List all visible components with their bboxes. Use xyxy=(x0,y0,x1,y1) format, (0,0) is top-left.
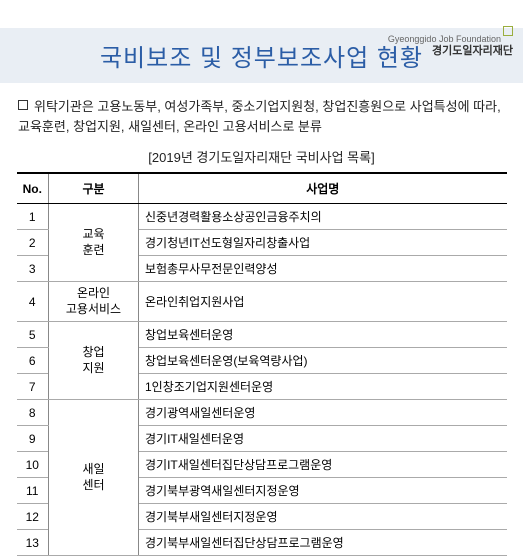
cell-no: 2 xyxy=(17,230,49,256)
logo-text-en: Gyeonggido Job Foundation xyxy=(388,34,501,44)
table-row: 4온라인고용서비스온라인취업지원사업 xyxy=(17,282,507,322)
col-header-no: No. xyxy=(17,173,49,204)
table-caption: [2019년 경기도일자리재단 국비사업 목록] xyxy=(0,147,523,166)
description-block: 위탁기관은 고용노동부, 여성가족부, 중소기업지원청, 창업진흥원으로 사업특… xyxy=(0,83,523,143)
cell-project-name: 보험총무사무전문인력양성 xyxy=(139,256,507,282)
cell-no: 8 xyxy=(17,400,49,426)
cell-no: 4 xyxy=(17,282,49,322)
cell-project-name: 경기IT새일센터집단상담프로그램운영 xyxy=(139,452,507,478)
cell-no: 9 xyxy=(17,426,49,452)
cell-project-name: 1인창조기업지원센터운영 xyxy=(139,374,507,400)
cell-category: 창업지원 xyxy=(49,322,139,400)
description-text: 위탁기관은 고용노동부, 여성가족부, 중소기업지원청, 창업진흥원으로 사업특… xyxy=(18,99,501,134)
cell-project-name: 경기북부광역새일센터지정운영 xyxy=(139,478,507,504)
logo-text-ko: 경기도일자리재단 xyxy=(432,45,513,57)
org-logo: Gyeonggido Job Foundation 경기도일자리재단 xyxy=(388,32,513,57)
cell-project-name: 경기청년IT선도형일자리창출사업 xyxy=(139,230,507,256)
cell-project-name: 온라인취업지원사업 xyxy=(139,282,507,322)
cell-category: 새일센터 xyxy=(49,400,139,556)
cell-no: 1 xyxy=(17,204,49,230)
cell-no: 11 xyxy=(17,478,49,504)
cell-project-name: 경기IT새일센터운영 xyxy=(139,426,507,452)
table-row: 8새일센터경기광역새일센터운영 xyxy=(17,400,507,426)
cell-category: 온라인고용서비스 xyxy=(49,282,139,322)
cell-no: 13 xyxy=(17,530,49,556)
table-header-row: No. 구분 사업명 xyxy=(17,173,507,204)
cell-project-name: 경기북부새일센터집단상담프로그램운영 xyxy=(139,530,507,556)
table-row: 1교육훈련신중년경력활용소상공인금융주치의 xyxy=(17,204,507,230)
cell-project-name: 경기광역새일센터운영 xyxy=(139,400,507,426)
col-header-category: 구분 xyxy=(49,173,139,204)
logo-mark-icon xyxy=(503,26,513,36)
projects-table: No. 구분 사업명 1교육훈련신중년경력활용소상공인금융주치의2경기청년IT선… xyxy=(17,172,507,556)
square-bullet-icon xyxy=(18,100,28,110)
cell-no: 12 xyxy=(17,504,49,530)
cell-no: 5 xyxy=(17,322,49,348)
cell-no: 6 xyxy=(17,348,49,374)
cell-no: 7 xyxy=(17,374,49,400)
cell-project-name: 창업보육센터운영(보육역량사업) xyxy=(139,348,507,374)
table-row: 5창업지원창업보육센터운영 xyxy=(17,322,507,348)
cell-category: 교육훈련 xyxy=(49,204,139,282)
cell-project-name: 신중년경력활용소상공인금융주치의 xyxy=(139,204,507,230)
cell-project-name: 경기북부새일센터지정운영 xyxy=(139,504,507,530)
cell-project-name: 창업보육센터운영 xyxy=(139,322,507,348)
cell-no: 3 xyxy=(17,256,49,282)
col-header-name: 사업명 xyxy=(139,173,507,204)
cell-no: 10 xyxy=(17,452,49,478)
